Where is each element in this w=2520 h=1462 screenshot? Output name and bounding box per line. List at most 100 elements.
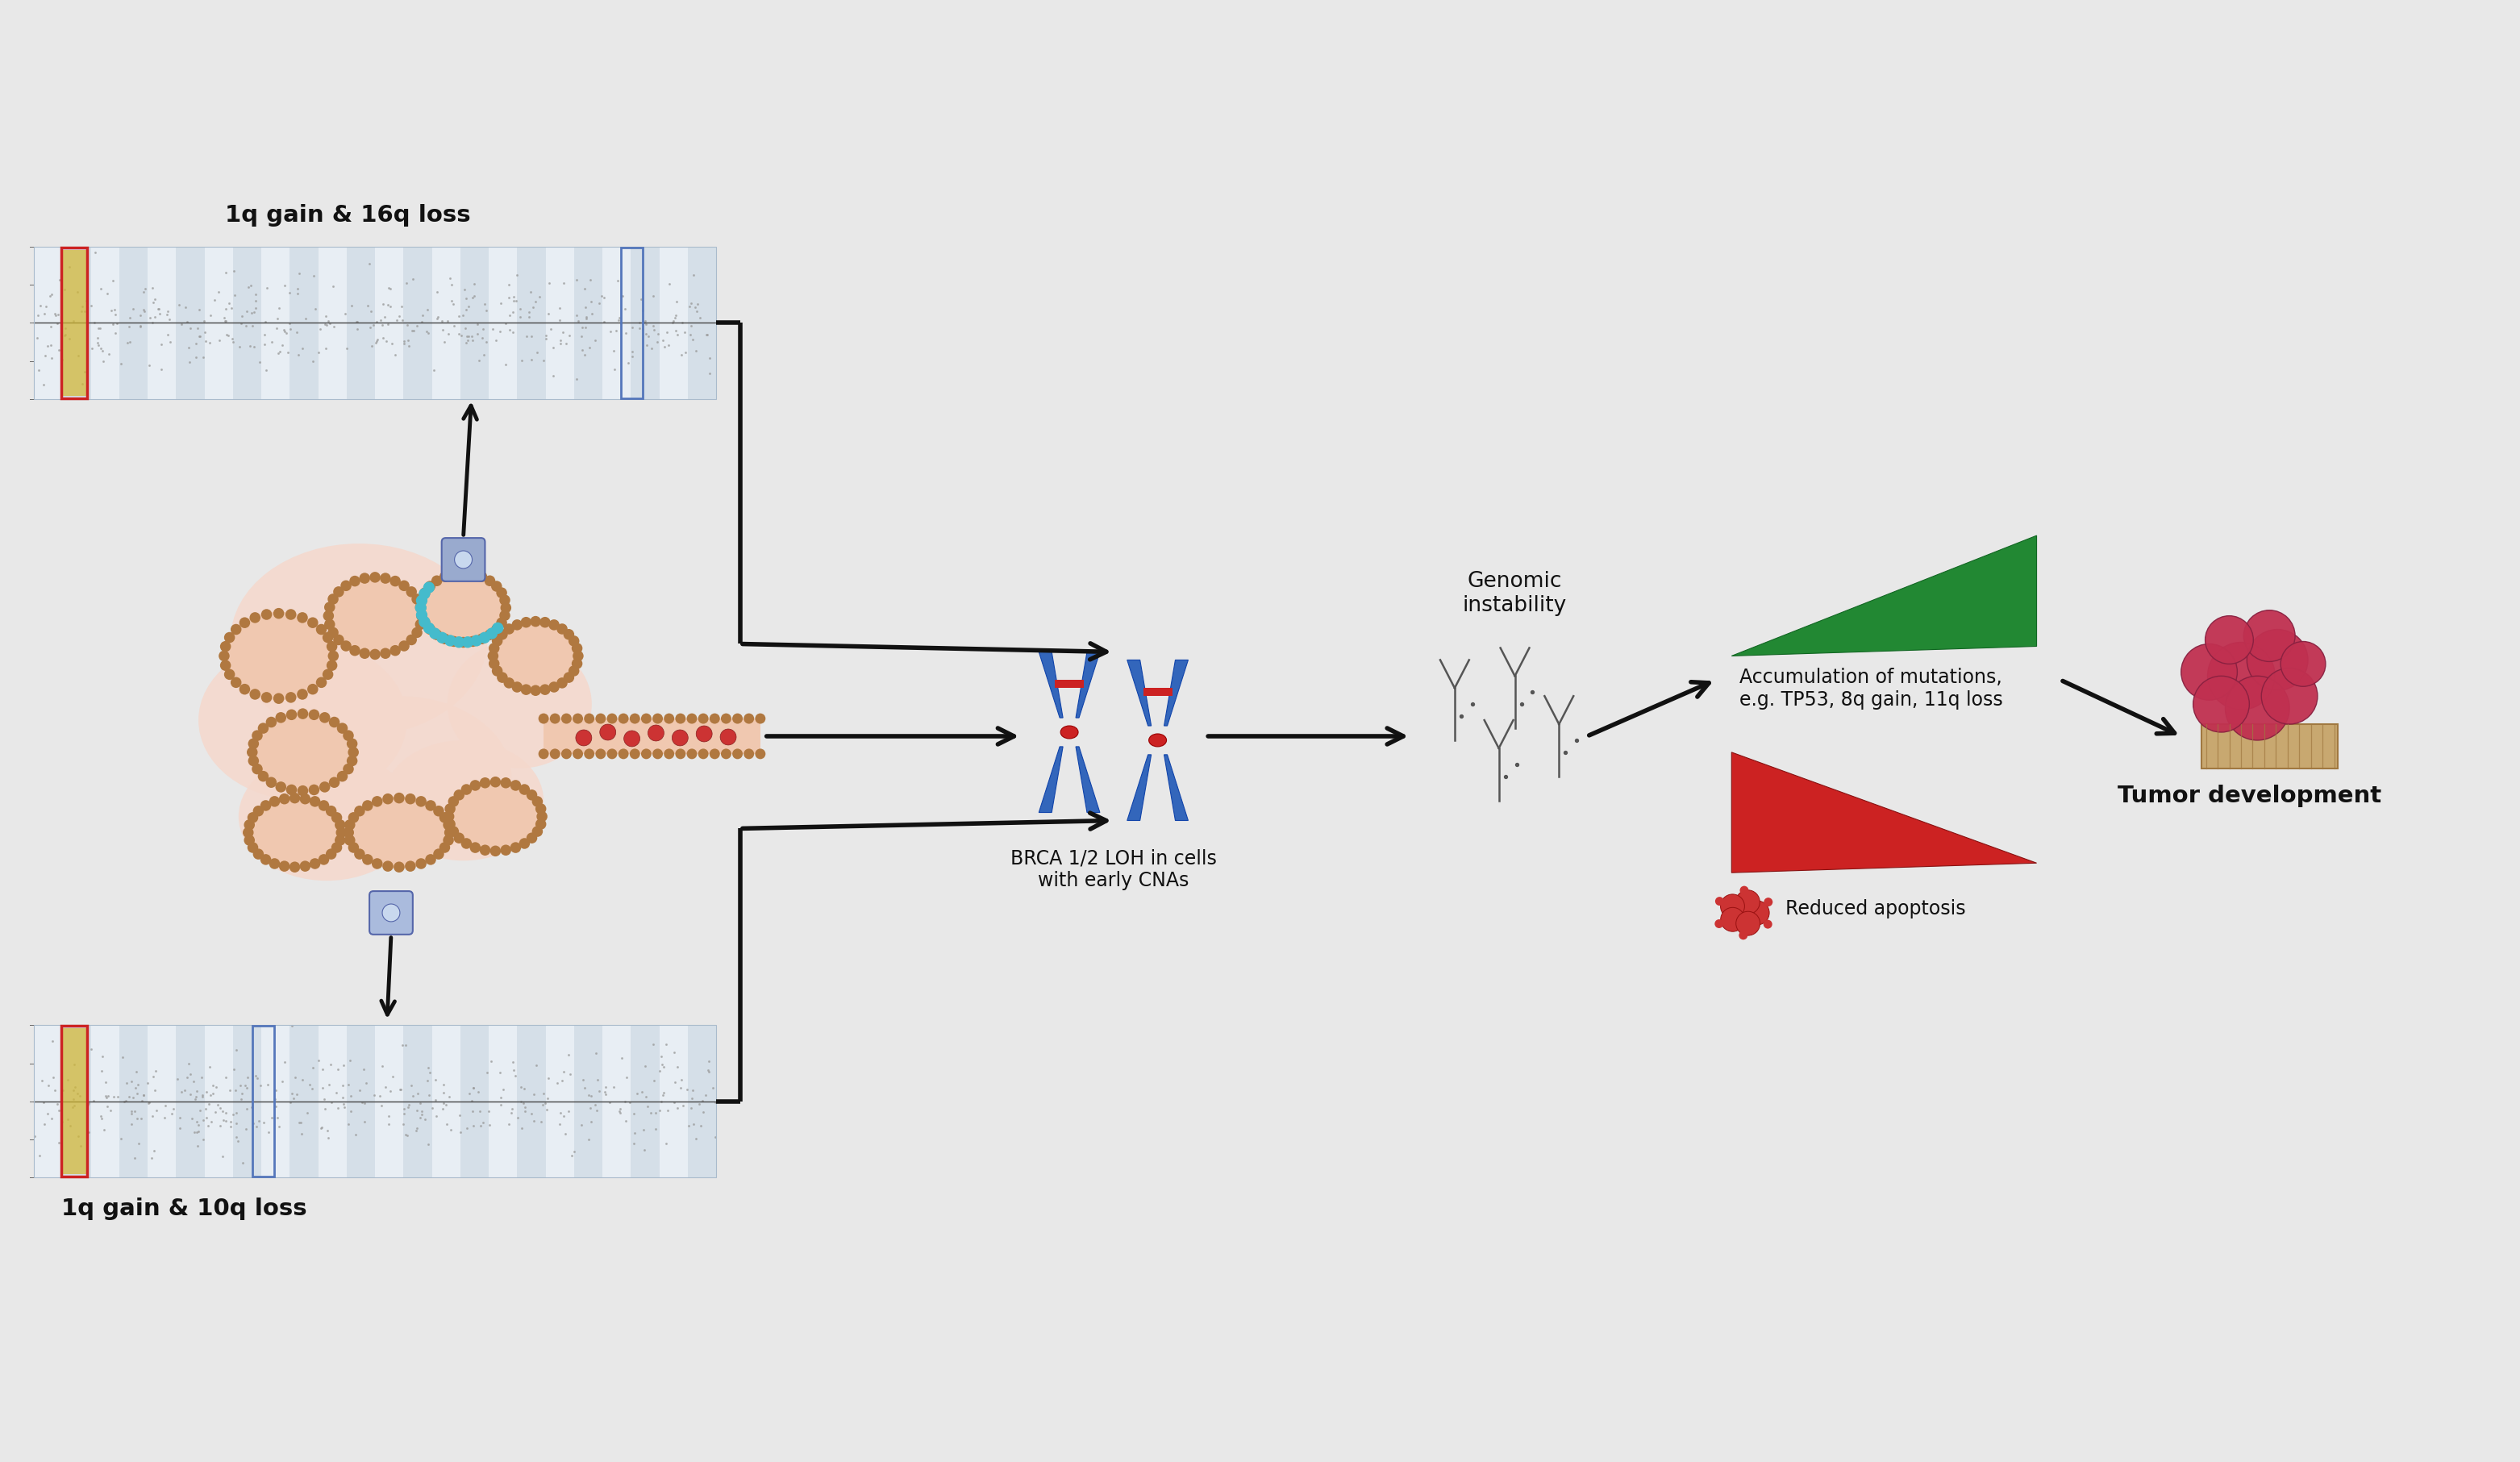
Point [673,1113,713,1136]
Circle shape [504,677,514,689]
Circle shape [338,722,348,734]
Point [567,306,607,329]
Circle shape [444,635,456,646]
Point [567,1129,607,1152]
Point [605,1089,645,1113]
Ellipse shape [1149,734,1167,747]
Point [229,276,270,300]
Point [421,308,461,332]
Point [96,311,136,335]
Point [45,323,86,346]
Point [192,1110,232,1133]
Point [428,308,469,332]
Ellipse shape [222,611,335,700]
Point [547,332,587,355]
Point [174,1121,214,1145]
Bar [547,1025,575,1178]
Point [501,297,542,320]
Point [572,289,612,313]
Circle shape [461,838,471,849]
Circle shape [449,636,459,646]
Point [68,1120,108,1143]
Point [627,325,668,348]
Circle shape [381,648,391,659]
Circle shape [391,645,401,656]
Point [600,311,640,335]
Bar [547,247,575,399]
Circle shape [290,792,300,804]
Circle shape [1739,931,1749,940]
Point [423,1096,464,1120]
Circle shape [418,588,431,599]
Point [66,289,106,313]
Point [552,1145,592,1168]
Point [88,342,129,366]
Circle shape [479,632,491,643]
Point [408,1056,449,1079]
Circle shape [416,858,426,868]
Point [207,1101,247,1124]
Point [129,1092,169,1116]
Point [91,1099,131,1123]
Bar [2200,724,2339,769]
Point [176,1120,217,1143]
Point [23,1091,63,1114]
Point [370,1079,411,1102]
Point [25,1113,66,1136]
Point [514,289,554,313]
Circle shape [711,713,721,724]
Point [635,1069,675,1092]
Circle shape [489,776,501,788]
Point [101,1045,141,1069]
Point [431,1118,471,1142]
Point [139,297,179,320]
Circle shape [459,567,469,579]
Point [612,316,653,339]
Point [360,1094,401,1117]
Circle shape [423,623,433,635]
Point [670,314,711,338]
Point [554,1140,595,1164]
Ellipse shape [383,740,544,861]
Point [469,1099,509,1123]
Bar [660,247,688,399]
Circle shape [330,811,343,823]
Circle shape [617,713,627,724]
Circle shape [325,618,335,630]
Circle shape [323,610,335,621]
Bar [575,1025,602,1178]
Point [63,300,103,323]
Circle shape [325,602,335,613]
Point [383,308,423,332]
Point [534,364,575,387]
Point [212,1116,252,1139]
Point [287,1101,328,1124]
Point [156,1067,197,1091]
Point [73,336,113,360]
Point [466,1060,507,1083]
Point [383,329,423,352]
Circle shape [343,730,353,741]
Circle shape [348,811,358,823]
Point [252,1105,292,1129]
Point [564,1076,605,1099]
Text: Reduced apoptosis: Reduced apoptosis [1784,899,1966,918]
Point [186,1096,227,1120]
Point [184,345,224,368]
Circle shape [318,854,330,866]
Bar [660,1025,688,1178]
Point [265,319,305,342]
Point [544,1105,585,1129]
Point [257,1105,297,1129]
Point [237,289,277,313]
Point [300,1117,340,1140]
Point [302,1058,343,1082]
Circle shape [350,576,360,586]
Circle shape [360,648,370,659]
Circle shape [262,692,272,703]
Point [38,311,78,335]
Circle shape [257,722,270,734]
Circle shape [262,610,272,620]
Circle shape [469,779,481,791]
Point [595,319,635,342]
